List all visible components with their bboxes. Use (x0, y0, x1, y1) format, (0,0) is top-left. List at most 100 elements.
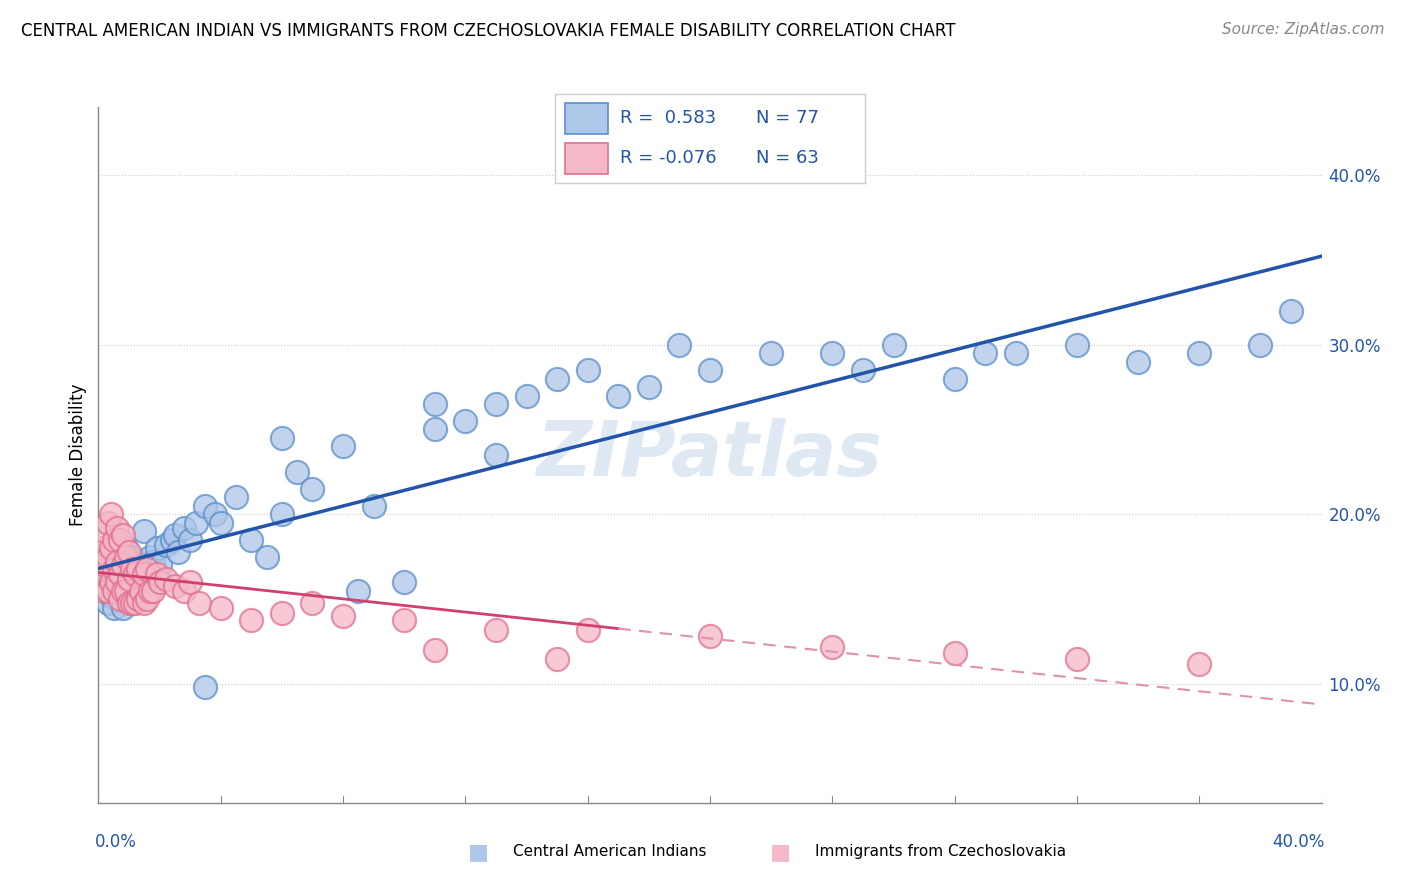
Point (134, 596, 156, 610)
Point (204, 508, 226, 522)
Point (108, 533, 131, 547)
Point (145, 566, 167, 581)
Point (1066, 651, 1088, 665)
Point (485, 448, 508, 462)
Point (105, 555, 128, 569)
Point (118, 592, 141, 607)
Point (136, 561, 159, 575)
Point (179, 533, 201, 547)
Point (105, 555, 128, 569)
Point (129, 583, 152, 598)
Point (285, 465, 308, 479)
Point (136, 566, 159, 581)
Point (93, 524, 115, 539)
Point (759, 346, 782, 360)
Point (943, 647, 966, 661)
Text: R = -0.076: R = -0.076 (620, 149, 717, 168)
Text: ■: ■ (468, 842, 488, 862)
Point (103, 561, 125, 575)
Point (163, 527, 186, 541)
Point (668, 337, 690, 351)
Point (188, 596, 211, 610)
Point (90, 575, 112, 590)
Point (637, 380, 661, 394)
Point (173, 521, 195, 535)
Point (124, 596, 146, 610)
Text: 0.0%: 0.0% (96, 833, 138, 851)
Point (270, 508, 292, 522)
Point (699, 363, 721, 377)
Point (301, 596, 323, 610)
Point (699, 630, 721, 644)
Point (100, 549, 122, 564)
Point (423, 422, 446, 436)
Point (270, 606, 292, 620)
Point (124, 583, 146, 598)
Point (103, 583, 125, 598)
Point (149, 575, 172, 590)
Point (111, 583, 134, 598)
Point (256, 549, 278, 564)
Text: 40.0%: 40.0% (1272, 833, 1324, 851)
Point (179, 575, 201, 590)
Point (115, 583, 138, 598)
Text: N = 77: N = 77 (756, 109, 820, 128)
Point (111, 558, 134, 573)
Point (121, 561, 143, 575)
Point (173, 583, 195, 598)
Point (225, 491, 247, 505)
Point (97, 566, 120, 581)
Point (1066, 337, 1088, 351)
Point (93, 583, 115, 598)
Point (103, 533, 125, 547)
Text: N = 63: N = 63 (756, 149, 820, 168)
Point (270, 431, 292, 445)
Point (100, 589, 122, 603)
Point (100, 508, 122, 522)
Point (134, 566, 156, 581)
Point (155, 538, 177, 552)
Point (100, 541, 122, 556)
Point (155, 572, 177, 586)
Point (127, 561, 149, 575)
Text: ■: ■ (770, 842, 790, 862)
Point (105, 578, 128, 592)
Point (97, 583, 120, 598)
Point (209, 600, 232, 615)
Point (100, 575, 122, 590)
Point (115, 541, 138, 556)
Point (821, 346, 844, 360)
Point (90, 566, 112, 581)
Point (186, 516, 208, 530)
Point (115, 578, 138, 592)
Point (108, 566, 131, 581)
Point (363, 499, 385, 513)
Point (129, 558, 152, 573)
Point (392, 613, 416, 627)
Point (121, 596, 143, 610)
Point (108, 561, 131, 575)
Point (97, 596, 120, 610)
Point (115, 549, 138, 564)
Point (546, 371, 568, 385)
Point (943, 371, 966, 385)
Point (134, 578, 156, 592)
Bar (565, 143, 607, 174)
Point (1188, 657, 1211, 671)
Point (301, 482, 323, 496)
Point (139, 583, 162, 598)
Point (124, 561, 146, 575)
Point (111, 527, 134, 541)
Point (163, 578, 186, 592)
Point (118, 566, 141, 581)
Text: Central American Indians: Central American Indians (513, 845, 707, 859)
Point (105, 575, 128, 590)
Point (121, 572, 143, 586)
Point (93, 558, 115, 573)
Point (167, 544, 190, 558)
Point (852, 363, 875, 377)
Text: ZIPatlas: ZIPatlas (537, 418, 883, 491)
Point (103, 600, 125, 615)
Point (105, 521, 128, 535)
Y-axis label: Female Disability: Female Disability (69, 384, 87, 526)
